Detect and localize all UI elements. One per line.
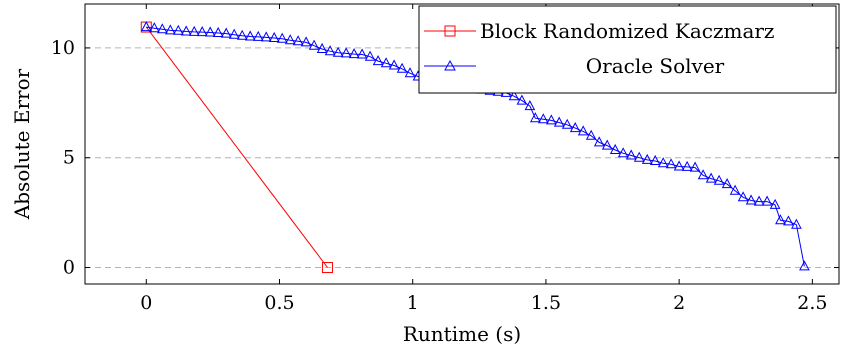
data-point-oracle xyxy=(753,195,765,206)
data-point-oracle xyxy=(577,125,589,136)
data-point-oracle xyxy=(609,143,621,154)
y-tick-label: 0 xyxy=(63,257,75,279)
data-point-oracle xyxy=(561,118,573,129)
data-point-oracle xyxy=(364,50,376,61)
data-point-oracle xyxy=(284,34,296,45)
data-point-oracle xyxy=(204,26,216,37)
data-point-oracle xyxy=(524,100,536,111)
data-point-oracle xyxy=(657,157,669,168)
data-point-oracle xyxy=(292,35,304,46)
data-point-oracle xyxy=(593,136,605,147)
data-point-oracle xyxy=(276,32,288,43)
data-point-oracle xyxy=(244,30,256,41)
data-point-oracle xyxy=(769,198,781,209)
data-point-oracle xyxy=(569,122,581,133)
data-point-oracle xyxy=(516,94,528,105)
x-tick-label: 2.5 xyxy=(797,292,827,314)
data-point-oracle xyxy=(585,129,597,140)
x-axis-label: Runtime (s) xyxy=(403,322,521,346)
data-point-oracle xyxy=(196,26,208,37)
axis-ticks: 0 5 10 0 0.5 1 1.5 2 2.5 xyxy=(51,4,839,314)
data-point-oracle xyxy=(372,55,384,66)
data-point-oracle xyxy=(316,42,328,53)
data-point-oracle xyxy=(537,113,549,124)
x-tick-label: 0.5 xyxy=(264,292,294,314)
legend-marker-oracle xyxy=(444,59,456,71)
y-tick-label: 10 xyxy=(51,37,75,59)
data-point-oracle xyxy=(308,39,320,50)
data-point-oracle xyxy=(164,24,176,35)
x-tick-label: 1.5 xyxy=(531,292,561,314)
data-point-oracle xyxy=(601,139,613,150)
data-point-oracle xyxy=(356,48,368,59)
data-point-oracle xyxy=(228,28,240,39)
data-point-oracle xyxy=(713,174,725,185)
data-point-oracle xyxy=(348,48,360,59)
data-point-oracle xyxy=(268,31,280,42)
data-point-oracle xyxy=(745,194,757,205)
data-point-oracle xyxy=(617,147,629,158)
data-point-oracle xyxy=(641,153,653,164)
data-point-oracle xyxy=(649,154,661,165)
plot-frame xyxy=(84,3,840,285)
series-line-kaczmarz xyxy=(145,26,328,268)
data-point-oracle xyxy=(553,116,565,127)
y-axis-label: Absolute Error xyxy=(10,68,34,220)
data-point-oracle xyxy=(260,31,272,42)
data-point-kaczmarz xyxy=(321,262,333,274)
data-point-oracle xyxy=(252,30,264,41)
data-point-oracle xyxy=(673,160,685,171)
data-point-oracle xyxy=(799,260,810,271)
data-point-oracle xyxy=(775,214,786,225)
data-point-oracle xyxy=(729,184,741,195)
data-point-oracle xyxy=(633,151,645,162)
gridlines xyxy=(85,47,839,269)
data-point-oracle xyxy=(761,195,773,206)
data-point-oracle xyxy=(721,178,733,189)
data-point-oracle xyxy=(220,27,232,38)
data-point-oracle xyxy=(188,25,200,36)
data-point-oracle xyxy=(324,45,336,56)
data-point-oracle xyxy=(783,215,794,226)
legend: Block Randomized Kaczmarz Oracle Solver xyxy=(418,5,837,94)
data-point-oracle xyxy=(689,161,701,172)
data-point-oracle xyxy=(697,169,709,180)
x-tick-label: 1 xyxy=(407,292,419,314)
x-tick-label: 2 xyxy=(673,292,685,314)
data-point-oracle xyxy=(681,160,693,171)
data-point-oracle xyxy=(172,24,184,35)
data-point-oracle xyxy=(380,57,392,68)
data-point-oracle xyxy=(665,158,677,169)
data-point-oracle xyxy=(545,114,557,125)
data-point-oracle xyxy=(212,26,224,37)
data-point-oracle xyxy=(508,90,520,101)
legend-label-kaczmarz: Block Randomized Kaczmarz xyxy=(480,19,774,43)
data-point-oracle xyxy=(529,112,541,123)
data-point-oracle xyxy=(737,191,749,202)
y-tick-label: 5 xyxy=(63,147,75,169)
data-point-oracle xyxy=(236,29,248,40)
data-point-oracle xyxy=(388,59,400,70)
x-tick-label: 0 xyxy=(140,292,152,314)
legend-marker-kaczmarz xyxy=(444,25,456,37)
data-point-oracle xyxy=(300,36,312,47)
legend-label-oracle: Oracle Solver xyxy=(586,54,725,78)
data-point-oracle xyxy=(148,22,160,33)
data-point-oracle xyxy=(332,46,344,57)
data-point-oracle xyxy=(156,23,168,34)
data-point-oracle xyxy=(180,25,192,36)
data-point-oracle xyxy=(625,149,637,160)
data-point-oracle xyxy=(396,62,408,73)
data-point-oracle xyxy=(791,218,802,229)
data-point-oracle xyxy=(404,67,416,78)
data-point-oracle xyxy=(140,21,152,32)
legend-box xyxy=(418,5,837,94)
data-point-oracle xyxy=(340,47,352,58)
data-point-oracle xyxy=(705,172,717,183)
